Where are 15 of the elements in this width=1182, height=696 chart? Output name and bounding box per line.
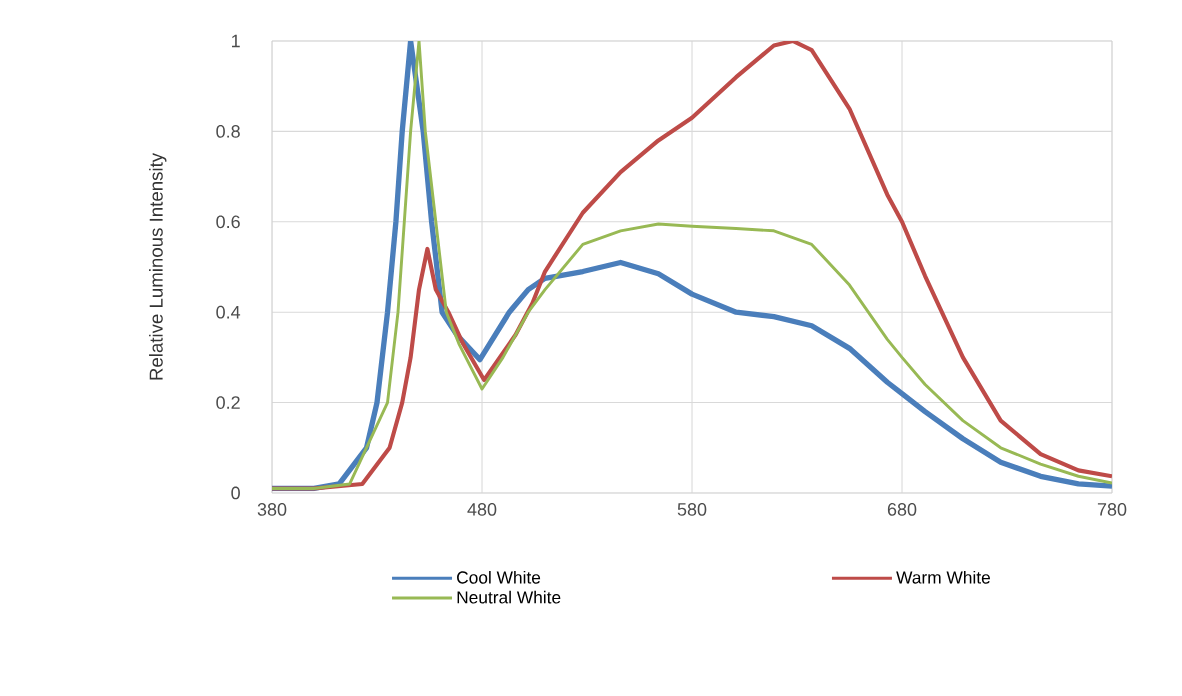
x-tick-label: 480 [467,503,497,516]
y-tick-label: 0.4 [216,305,241,319]
legend-label: Neutral White [457,590,561,604]
y-tick-label: 0.2 [216,396,240,409]
x-tick-label: 680 [887,503,917,516]
x-tick-label: 380 [257,503,287,516]
legend-label: Warm White [896,570,990,584]
y-tick-label: 0 [231,486,240,500]
x-tick-label: 780 [1097,503,1127,516]
y-axis-title: Relative Luminous Intensity [149,152,167,380]
y-tick-label: 1 [232,34,240,48]
x-tick-label: 580 [677,503,707,516]
y-tick-label: 0.8 [216,125,240,138]
y-tick-label: 0.6 [216,215,240,229]
legend-label: Cool White [457,570,541,584]
